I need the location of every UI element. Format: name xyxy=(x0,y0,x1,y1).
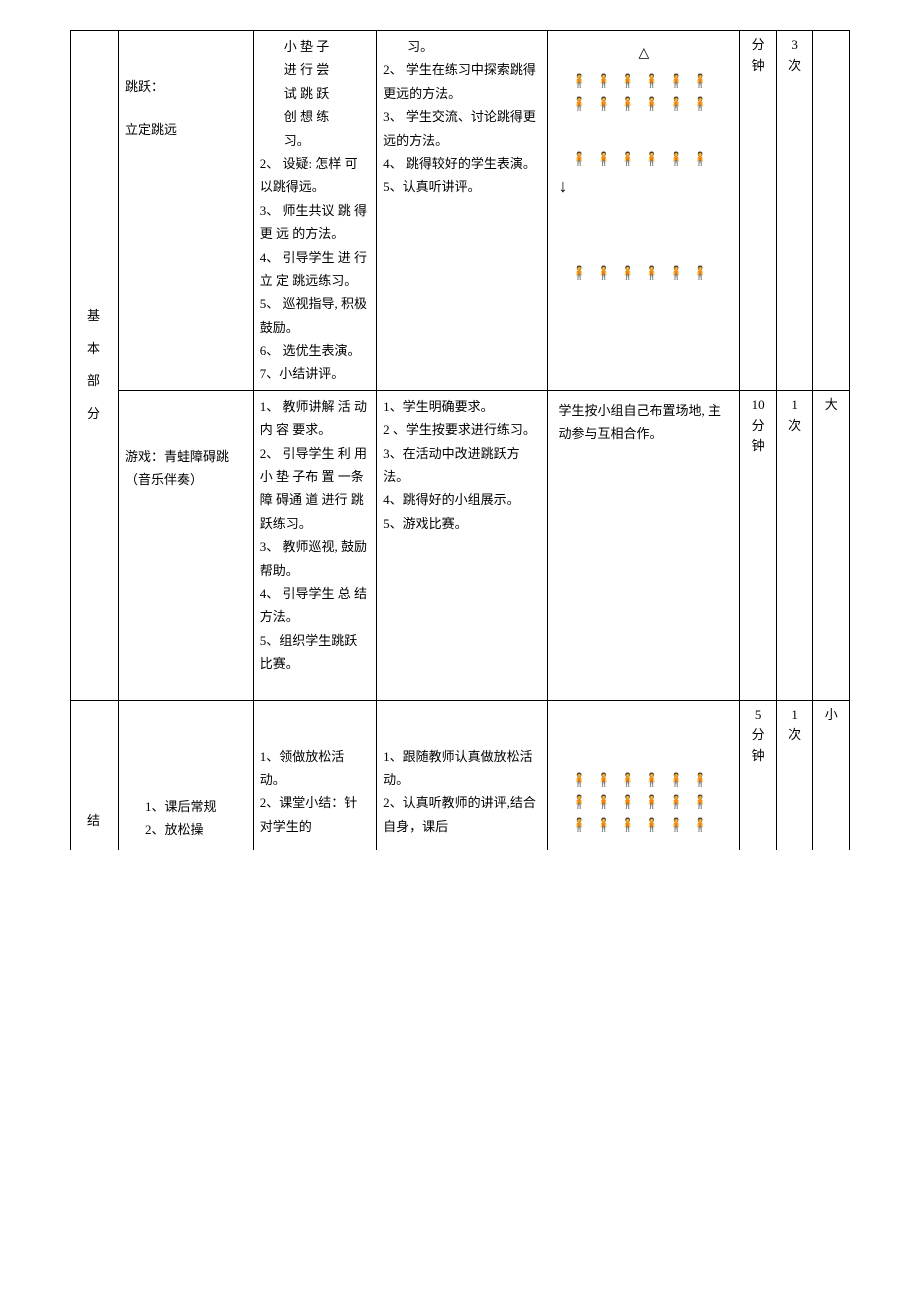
arrow-down-icon: ↓ xyxy=(554,172,733,201)
time-text: 10 xyxy=(752,395,765,416)
list-text: 4、跳得好的小组展示。 xyxy=(383,488,541,511)
list-text: 进 行 尝 xyxy=(260,58,370,81)
time-cell: 5 分 钟 xyxy=(740,700,777,850)
time-text: 5 xyxy=(755,705,762,726)
formation-text: 学生按小组自己布置场地, 主动参与互相合作。 xyxy=(554,395,733,450)
person-row: 🧍🧍🧍🧍🧍🧍 xyxy=(554,815,733,836)
list-text: 小 垫 子 xyxy=(260,35,370,58)
content-text: 跳跃： xyxy=(125,75,247,98)
content-text: 1、课后常规 xyxy=(125,795,247,818)
list-text: 2、 引导学生 利 用小 垫 子布 置 一条 障 碍通 道 进行 跳 跃练习。 xyxy=(260,442,370,536)
teacher-cell: 1、 教师讲解 活 动内 容 要求。 2、 引导学生 利 用小 垫 子布 置 一… xyxy=(253,390,376,700)
person-row: 🧍🧍🧍🧍🧍🧍 xyxy=(554,263,733,284)
teacher-cell: 小 垫 子 进 行 尝 试 跳 跃 创 想 练 习。 2、 设疑: 怎样 可 以… xyxy=(253,31,376,391)
label-char: 结 xyxy=(87,813,102,828)
student-cell: 1、学生明确要求。 2 、学生按要求进行练习。 3、在活动中改进跳跃方法。 4、… xyxy=(377,390,548,700)
section-basic-label: 基 本 部 分 xyxy=(71,31,119,701)
list-text: 5、 巡视指导, 积极鼓励。 xyxy=(260,292,370,339)
page-container: 基 本 部 分 跳跃： 立定跳远 小 垫 子 进 行 尝 试 跳 跃 创 想 练… xyxy=(0,0,920,870)
time-text: 分 xyxy=(752,725,765,746)
intensity-text: 大 xyxy=(825,395,838,416)
list-text: 3、在活动中改进跳跃方法。 xyxy=(383,442,541,489)
intensity-text: 小 xyxy=(825,705,838,726)
list-text: 1、学生明确要求。 xyxy=(383,395,541,418)
times-text: 次 xyxy=(788,725,801,746)
times-text: 次 xyxy=(788,56,801,77)
content-text: 2、放松操 xyxy=(125,818,247,841)
table-row: 结 1、课后常规 2、放松操 1、领做放松活动。 2、课堂小结：针对学生的 1、… xyxy=(71,700,850,850)
content-text: 游戏：青蛙障碍跳 xyxy=(125,445,247,468)
time-text: 钟 xyxy=(752,436,765,457)
times-text: 次 xyxy=(788,416,801,437)
times-text: 3 xyxy=(791,35,798,56)
student-cell: 1、跟随教师认真做放松活动。 2、认真听教师的讲评,结合自身，课后 xyxy=(377,700,548,850)
times-text: 1 xyxy=(791,705,798,726)
list-text: 2、 学生在练习中探索跳得更远的方法。 xyxy=(383,58,541,105)
person-row: 🧍🧍🧍🧍🧍🧍 xyxy=(554,149,733,170)
formation-cell: △ 🧍🧍🧍🧍🧍🧍 🧍🧍🧍🧍🧍🧍 🧍🧍🧍🧍🧍🧍 ↓ 🧍🧍🧍🧍🧍🧍 xyxy=(548,31,740,391)
intensity-cell: 小 xyxy=(813,700,850,850)
list-text: 1、跟随教师认真做放松活动。 xyxy=(383,745,541,792)
time-text: 钟 xyxy=(752,56,765,77)
time-cell: 10 分 钟 xyxy=(740,390,777,700)
list-text: 4、 引导学生 进 行立 定 跳远练习。 xyxy=(260,246,370,293)
content-text: （音乐伴奏） xyxy=(125,468,247,491)
person-row: 🧍🧍🧍🧍🧍🧍 xyxy=(554,770,733,791)
list-text: 2、 设疑: 怎样 可 以跳得远。 xyxy=(260,152,370,199)
time-text: 钟 xyxy=(752,746,765,767)
student-cell: 习。 2、 学生在练习中探索跳得更远的方法。 3、 学生交流、讨论跳得更远的方法… xyxy=(377,31,548,391)
label-char: 基 xyxy=(87,300,102,333)
list-text: 试 跳 跃 xyxy=(260,82,370,105)
section-conclusion-label: 结 xyxy=(71,700,119,850)
times-cell: 1 次 xyxy=(776,700,813,850)
list-text: 4、 引导学生 总 结方法。 xyxy=(260,582,370,629)
teacher-cell: 1、领做放松活动。 2、课堂小结：针对学生的 xyxy=(253,700,376,850)
list-text: 5、组织学生跳跃比赛。 xyxy=(260,629,370,676)
label-char: 本 xyxy=(87,333,102,366)
content-cell: 跳跃： 立定跳远 xyxy=(118,31,253,391)
list-text: 1、领做放松活动。 xyxy=(260,745,370,792)
triangle-icon: △ xyxy=(554,43,733,65)
content-text: 立定跳远 xyxy=(125,118,247,141)
list-text: 6、 选优生表演。 xyxy=(260,339,370,362)
label-char: 部 xyxy=(87,365,102,398)
time-text: 分 xyxy=(752,35,765,56)
person-row: 🧍🧍🧍🧍🧍🧍 xyxy=(554,792,733,813)
list-text: 1、 教师讲解 活 动内 容 要求。 xyxy=(260,395,370,442)
table-row: 基 本 部 分 跳跃： 立定跳远 小 垫 子 进 行 尝 试 跳 跃 创 想 练… xyxy=(71,31,850,391)
list-text: 2、认真听教师的讲评,结合自身，课后 xyxy=(383,791,541,838)
list-text: 习。 xyxy=(260,129,370,152)
times-cell: 3 次 xyxy=(776,31,813,391)
label-char: 分 xyxy=(87,398,102,431)
intensity-cell xyxy=(813,31,850,391)
time-text: 分 xyxy=(752,416,765,437)
person-row: 🧍🧍🧍🧍🧍🧍 xyxy=(554,71,733,92)
intensity-cell: 大 xyxy=(813,390,850,700)
list-text: 创 想 练 xyxy=(260,105,370,128)
formation-cell: 🧍🧍🧍🧍🧍🧍 🧍🧍🧍🧍🧍🧍 🧍🧍🧍🧍🧍🧍 xyxy=(548,700,740,850)
list-text: 7、小结讲评。 xyxy=(260,362,370,385)
list-text: 5、游戏比赛。 xyxy=(383,512,541,535)
list-text: 5、认真听讲评。 xyxy=(383,175,541,198)
time-cell: 分 钟 xyxy=(740,31,777,391)
list-text: 2 、学生按要求进行练习。 xyxy=(383,418,541,441)
list-text: 3、 学生交流、讨论跳得更远的方法。 xyxy=(383,105,541,152)
times-cell: 1 次 xyxy=(776,390,813,700)
list-text: 3、 教师巡视, 鼓励帮助。 xyxy=(260,535,370,582)
list-text: 习。 xyxy=(383,35,541,58)
table-row: 游戏：青蛙障碍跳 （音乐伴奏） 1、 教师讲解 活 动内 容 要求。 2、 引导… xyxy=(71,390,850,700)
list-text: 3、 师生共议 跳 得更 远 的方法。 xyxy=(260,199,370,246)
person-row: 🧍🧍🧍🧍🧍🧍 xyxy=(554,94,733,115)
lesson-plan-table: 基 本 部 分 跳跃： 立定跳远 小 垫 子 进 行 尝 试 跳 跃 创 想 练… xyxy=(70,30,850,850)
formation-cell: 学生按小组自己布置场地, 主动参与互相合作。 xyxy=(548,390,740,700)
list-text: 4、 跳得较好的学生表演。 xyxy=(383,152,541,175)
times-text: 1 xyxy=(791,395,798,416)
list-text: 2、课堂小结：针对学生的 xyxy=(260,791,370,838)
content-cell: 游戏：青蛙障碍跳 （音乐伴奏） xyxy=(118,390,253,700)
content-cell: 1、课后常规 2、放松操 xyxy=(118,700,253,850)
